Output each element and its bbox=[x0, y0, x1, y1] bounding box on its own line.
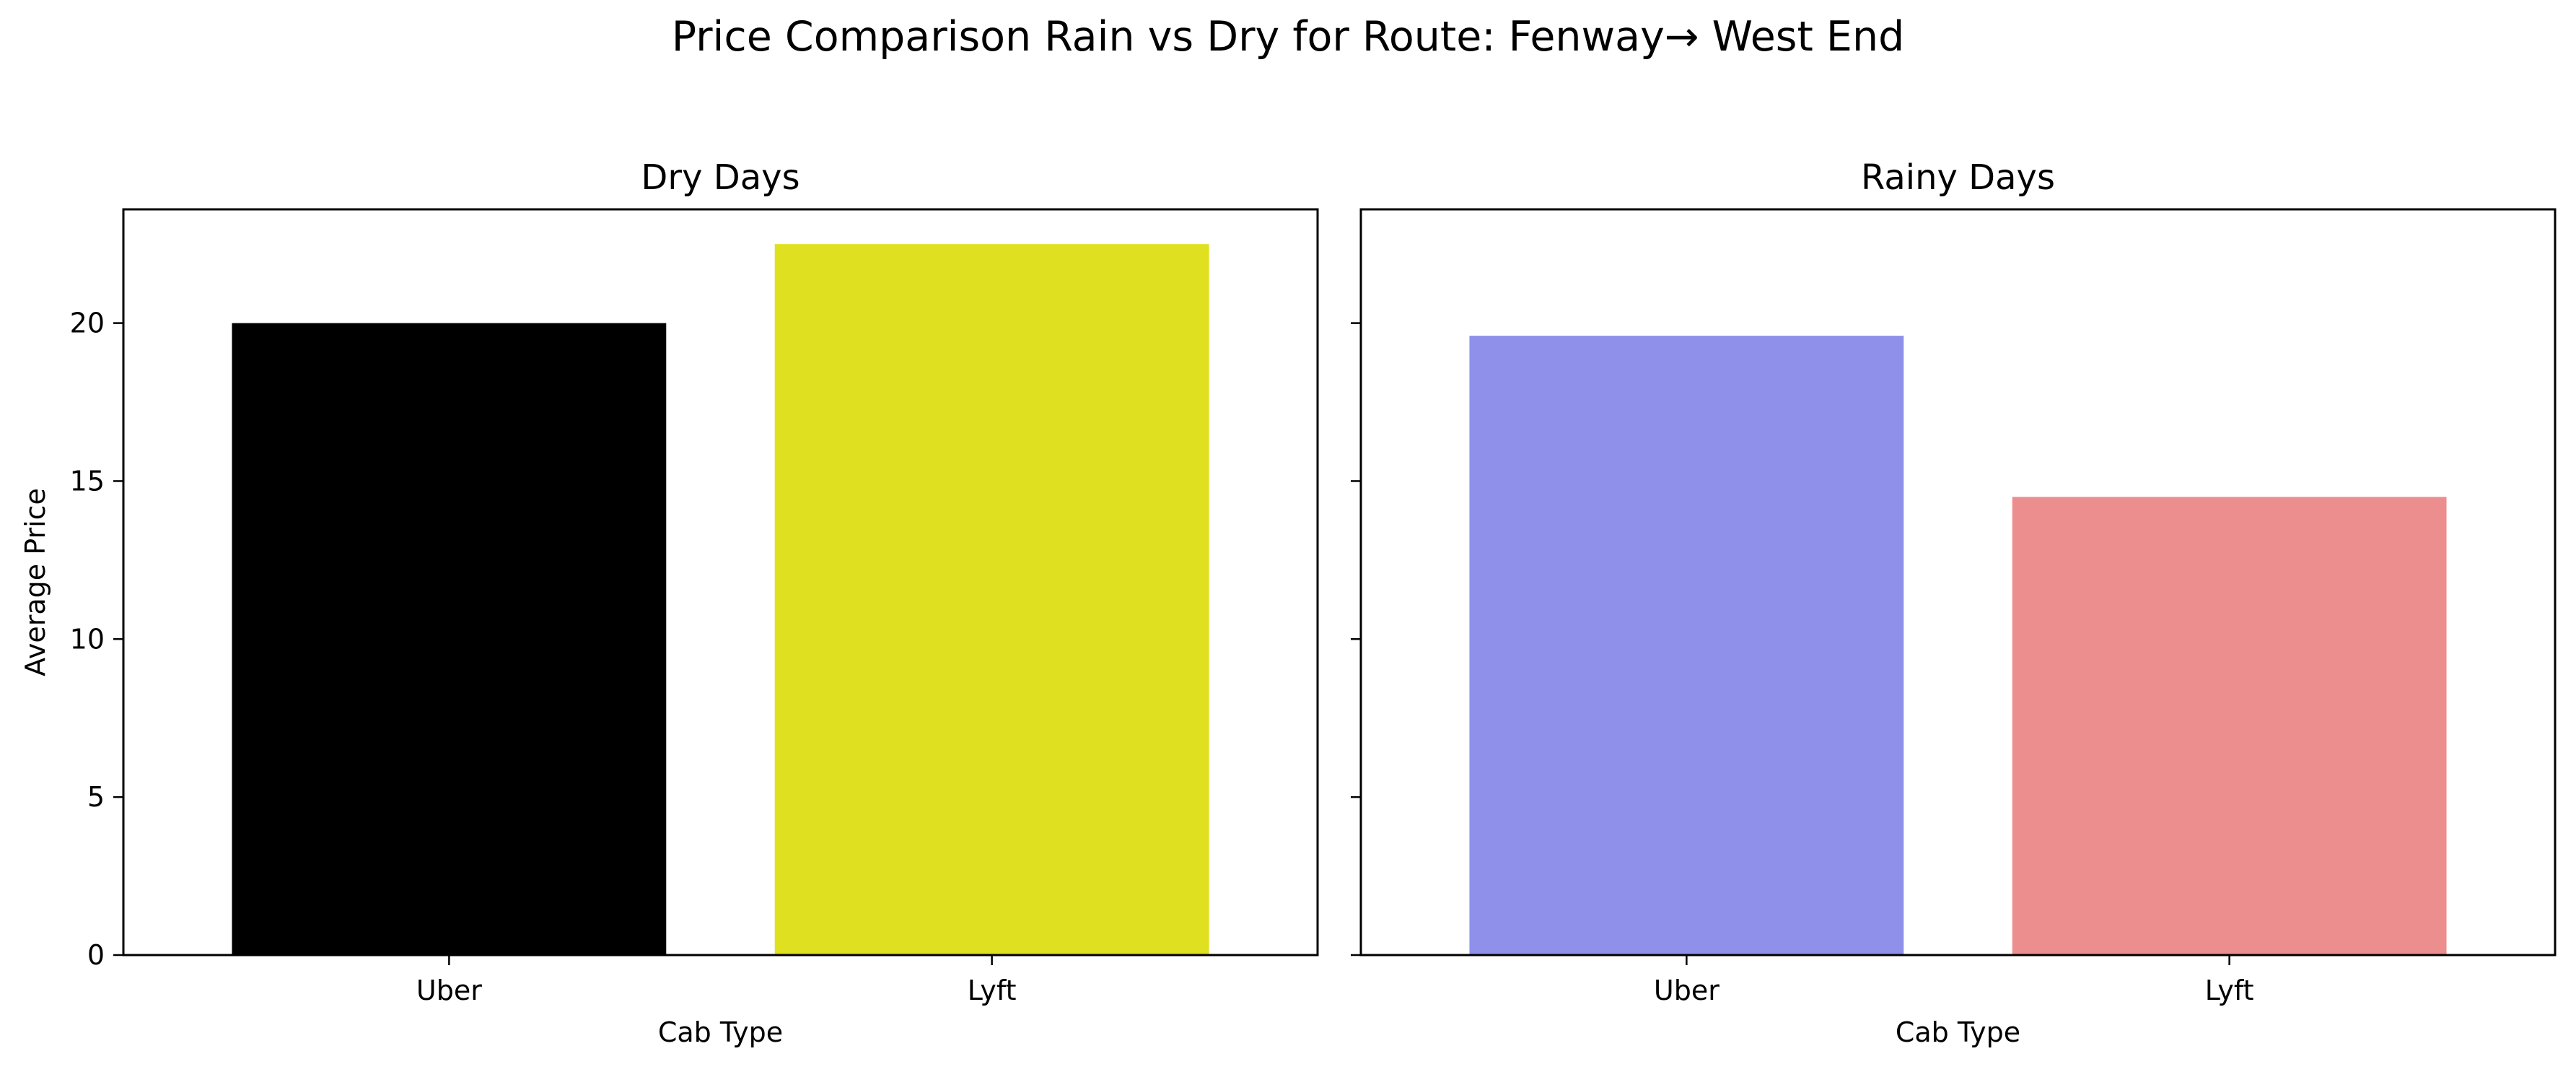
dry-days-xtick-label-uber: Uber bbox=[416, 975, 482, 1006]
rainy-days-panel: Rainy Days Uber Lyft Cab Type bbox=[1351, 157, 2557, 1048]
dry-days-bar-uber bbox=[232, 323, 667, 955]
figure-title: Price Comparison Rain vs Dry for Route: … bbox=[672, 13, 1905, 61]
dry-days-y-axis-label: Average Price bbox=[19, 488, 51, 676]
dry-days-panel: Dry Days Uber Lyft 0 5 10 15 20 Cab Type Average … bbox=[19, 157, 1319, 1048]
rainy-days-bar-uber bbox=[1469, 336, 1904, 956]
dry-days-ytick-label-15: 15 bbox=[70, 465, 105, 497]
rainy-days-xtick-label-uber: Uber bbox=[1654, 975, 1719, 1006]
dry-days-ytick-label-5: 5 bbox=[87, 781, 105, 813]
dry-days-ytick-label-20: 20 bbox=[70, 308, 105, 339]
rainy-days-bar-lyft bbox=[2012, 497, 2447, 955]
rainy-days-x-axis-label: Cab Type bbox=[1896, 1016, 2020, 1048]
dry-days-ytick-label-10: 10 bbox=[70, 623, 105, 655]
dry-days-ytick-label-0: 0 bbox=[87, 939, 105, 971]
dry-days-bar-lyft bbox=[774, 244, 1209, 955]
dry-days-x-axis-label: Cab Type bbox=[658, 1016, 783, 1048]
dry-days-xtick-label-lyft: Lyft bbox=[968, 975, 1017, 1006]
dry-days-axes-frame bbox=[122, 208, 1319, 956]
rainy-days-title: Rainy Days bbox=[1861, 157, 2055, 198]
rainy-days-axes-frame bbox=[1359, 208, 2557, 956]
dry-days-title: Dry Days bbox=[641, 157, 799, 198]
rainy-days-xtick-label-lyft: Lyft bbox=[2205, 975, 2254, 1006]
